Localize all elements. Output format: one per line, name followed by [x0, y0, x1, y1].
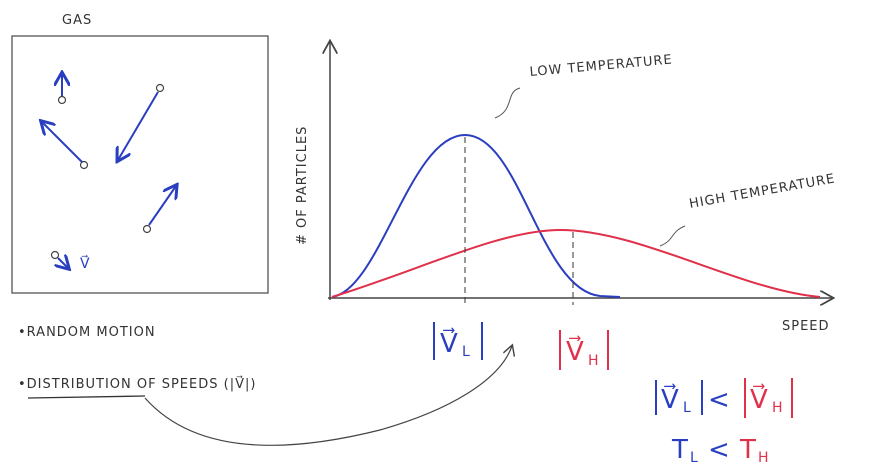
- left-subscript: L: [690, 450, 699, 466]
- operator: <: [708, 435, 731, 465]
- bullet-2: •DISTRIBUTION OF SPEEDS (|V⃗|): [18, 376, 256, 392]
- low-label-leader: [495, 88, 520, 118]
- bullet-1: •RANDOM MOTION: [18, 325, 156, 340]
- speed-comparison: V⃗ L < V⃗ H: [656, 378, 792, 418]
- low-peak-label: V⃗ L: [434, 322, 482, 360]
- high-peak-label: V⃗ H: [560, 330, 608, 370]
- y-axis-label: # OF PARTICLES: [295, 126, 310, 245]
- gas-title: GAS: [62, 13, 92, 28]
- right-symbol: V⃗: [750, 383, 769, 415]
- high-curve-label: HIGH TEMPERATURE: [688, 171, 836, 211]
- gas-box: [12, 36, 268, 293]
- right-subscript: H: [758, 450, 770, 466]
- right-subscript: H: [772, 400, 784, 416]
- left-symbol: V⃗: [661, 383, 680, 415]
- high-label-leader: [660, 226, 685, 246]
- x-axis-label: SPEED: [782, 319, 830, 334]
- subscript: L: [462, 344, 471, 360]
- particles: [42, 74, 176, 268]
- right-symbol: T: [739, 435, 757, 465]
- left-subscript: L: [683, 400, 692, 416]
- symbol: V⃗: [566, 335, 585, 367]
- velocity-symbol: V⃗: [80, 254, 91, 272]
- operator: <: [708, 385, 731, 415]
- diagram: GAS V⃗ # OF PARTICLES SPEED LOW TEMPERAT…: [0, 0, 882, 471]
- low-curve-label: LOW TEMPERATURE: [529, 53, 673, 80]
- symbol: V⃗: [440, 327, 459, 359]
- curved-arrow: [145, 346, 512, 445]
- underline: [28, 396, 145, 398]
- left-symbol: T: [671, 435, 689, 465]
- subscript: H: [588, 353, 600, 369]
- low-temperature-curve: [332, 135, 620, 297]
- temperature-comparison: T L < T H: [671, 435, 770, 466]
- high-temperature-curve: [332, 230, 820, 297]
